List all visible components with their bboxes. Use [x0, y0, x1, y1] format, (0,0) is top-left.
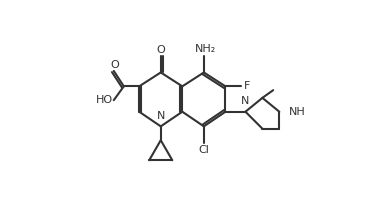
Text: HO: HO [96, 95, 113, 105]
Text: F: F [244, 81, 250, 91]
Text: NH₂: NH₂ [195, 44, 216, 54]
Text: NH: NH [288, 107, 305, 117]
Text: O: O [156, 45, 165, 55]
Text: N: N [241, 96, 250, 105]
Text: Cl: Cl [199, 145, 209, 155]
Text: O: O [110, 60, 119, 70]
Text: N: N [157, 111, 165, 121]
